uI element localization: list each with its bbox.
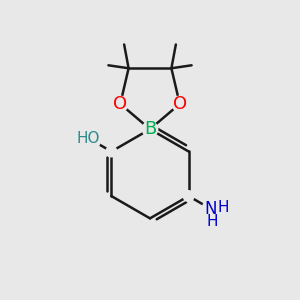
Circle shape [183, 191, 194, 201]
Text: H: H [217, 200, 229, 215]
Circle shape [112, 96, 128, 112]
Text: B: B [144, 120, 156, 138]
Circle shape [106, 146, 117, 157]
Circle shape [142, 122, 158, 137]
Circle shape [202, 200, 219, 217]
Circle shape [145, 124, 155, 134]
Text: N: N [204, 200, 217, 218]
Text: H: H [206, 214, 218, 229]
Text: O: O [113, 95, 127, 113]
Circle shape [78, 128, 101, 150]
Text: HO: HO [76, 131, 100, 146]
Circle shape [172, 96, 188, 112]
Text: O: O [173, 95, 187, 113]
